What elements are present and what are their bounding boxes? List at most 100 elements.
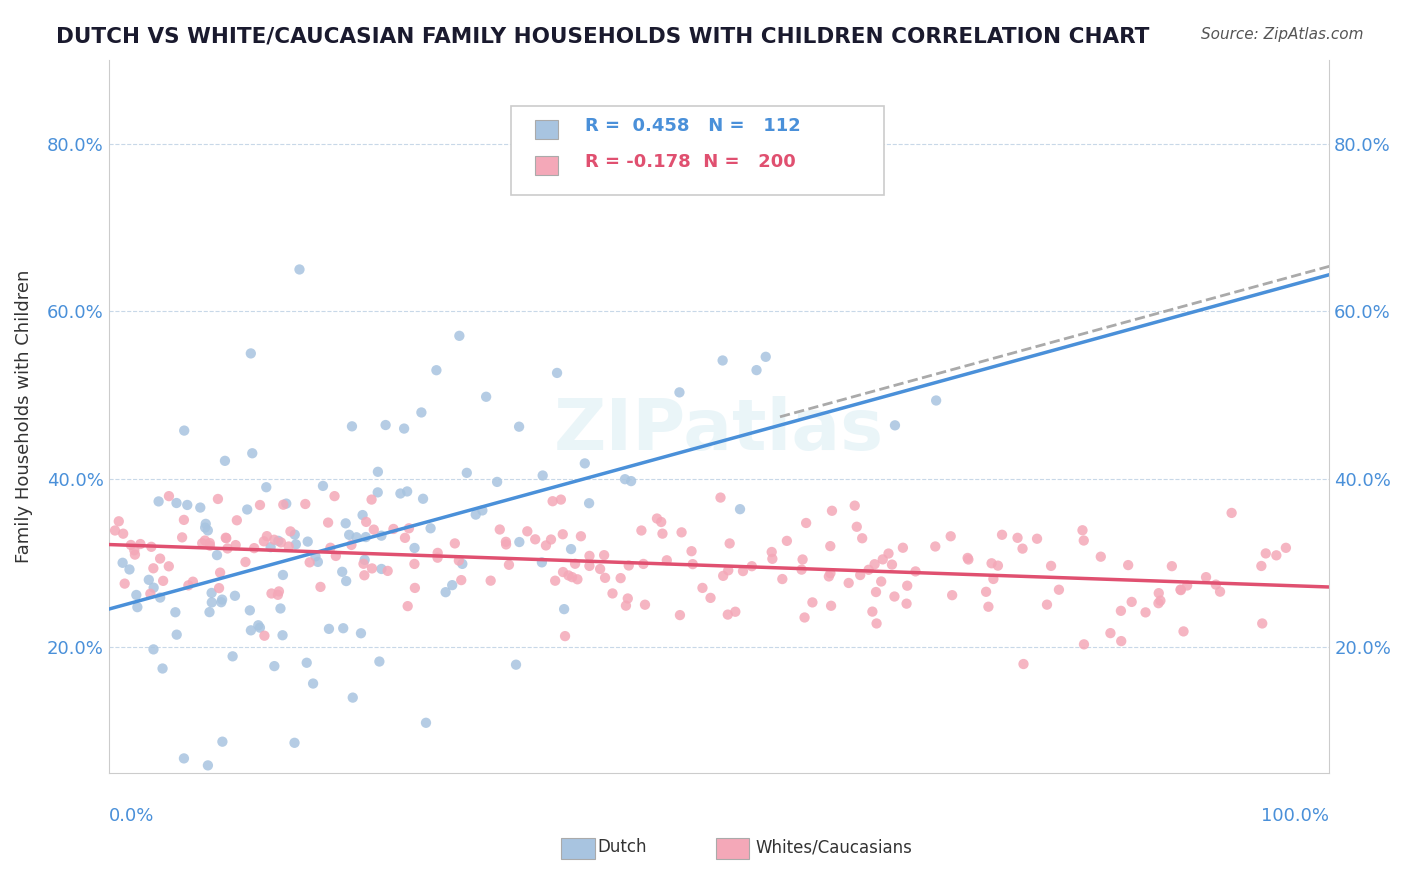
Point <box>148 494 170 508</box>
Point <box>718 536 741 550</box>
Point <box>342 690 364 705</box>
Point <box>142 642 165 657</box>
Point <box>845 520 868 534</box>
Point <box>294 497 316 511</box>
Point <box>249 498 271 512</box>
Point <box>844 499 866 513</box>
Point <box>318 622 340 636</box>
Point <box>544 574 567 588</box>
Point <box>353 553 375 567</box>
Point <box>247 618 270 632</box>
Point <box>865 585 887 599</box>
Point <box>818 569 841 583</box>
Point <box>924 540 946 554</box>
Point <box>173 424 195 438</box>
Point <box>271 498 294 512</box>
Point <box>141 540 163 554</box>
Text: Source: ZipAtlas.com: Source: ZipAtlas.com <box>1201 27 1364 42</box>
Point <box>142 561 165 575</box>
Point <box>593 548 616 562</box>
Point <box>224 589 246 603</box>
Point <box>569 529 592 543</box>
Point <box>284 537 307 551</box>
Point <box>367 465 389 479</box>
Point <box>553 602 575 616</box>
Point <box>1147 596 1170 610</box>
Point <box>129 537 152 551</box>
Point <box>443 536 465 550</box>
Point <box>243 541 266 555</box>
Point <box>1220 506 1243 520</box>
Point <box>235 555 257 569</box>
Point <box>221 649 243 664</box>
Point <box>198 536 221 550</box>
Point <box>316 516 339 530</box>
Point <box>980 556 1002 570</box>
Point <box>392 421 415 435</box>
Point <box>699 591 721 605</box>
Point <box>214 454 236 468</box>
Point <box>681 544 703 558</box>
Point <box>335 516 357 531</box>
Point <box>434 585 457 599</box>
Point <box>280 524 302 539</box>
Point <box>616 591 638 606</box>
Point <box>209 566 232 580</box>
Point <box>124 548 146 562</box>
Point <box>325 549 347 563</box>
Text: R = -0.178  N =   200: R = -0.178 N = 200 <box>585 153 796 170</box>
Point <box>201 595 224 609</box>
Point <box>711 353 734 368</box>
Point <box>614 472 637 486</box>
Point <box>374 417 396 432</box>
Point <box>495 537 517 551</box>
Point <box>382 522 405 536</box>
Point <box>574 457 596 471</box>
Point <box>124 543 146 558</box>
Point <box>534 538 557 552</box>
Point <box>138 573 160 587</box>
Point <box>404 557 426 571</box>
Point <box>1173 624 1195 639</box>
Point <box>578 558 600 573</box>
Point <box>589 562 612 576</box>
Point <box>456 466 478 480</box>
Point <box>1275 541 1298 555</box>
Point <box>711 569 734 583</box>
Point <box>939 529 962 543</box>
Point <box>256 529 278 543</box>
Point <box>104 524 127 538</box>
Point <box>284 527 307 541</box>
Point <box>614 599 637 613</box>
Point <box>554 629 576 643</box>
Point <box>1121 595 1143 609</box>
Point <box>560 542 582 557</box>
Point <box>449 328 471 343</box>
Point <box>208 581 231 595</box>
Point <box>277 540 299 554</box>
Text: Whites/Caucasians: Whites/Caucasians <box>755 838 912 856</box>
Point <box>717 607 740 622</box>
Point <box>451 557 474 571</box>
Point <box>1073 637 1095 651</box>
Point <box>471 503 494 517</box>
Point <box>578 549 600 563</box>
Point <box>198 539 221 553</box>
Point <box>1026 532 1049 546</box>
Point <box>1099 626 1122 640</box>
Y-axis label: Family Households with Children: Family Households with Children <box>15 269 32 563</box>
Point <box>820 599 842 613</box>
Point <box>1040 558 1063 573</box>
Point <box>479 574 502 588</box>
Point <box>297 534 319 549</box>
Point <box>450 573 472 587</box>
Point <box>633 557 655 571</box>
Point <box>540 533 562 547</box>
Point <box>127 600 149 615</box>
Point <box>353 568 375 582</box>
Point <box>877 547 900 561</box>
Point <box>838 576 860 591</box>
Point <box>173 513 195 527</box>
Point <box>125 588 148 602</box>
Point <box>111 556 134 570</box>
